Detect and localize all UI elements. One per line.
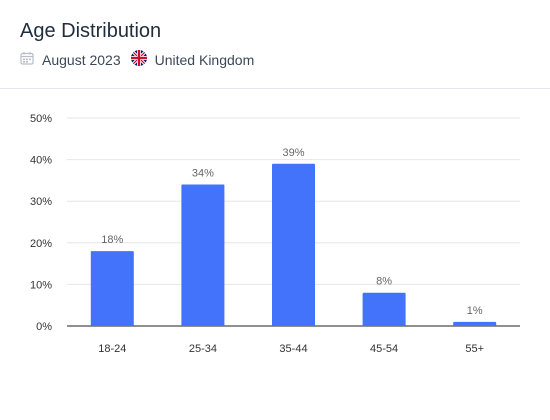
uk-flag-icon [130, 50, 147, 69]
y-tick-label: 50% [30, 113, 52, 125]
date-label: August 2023 [42, 51, 121, 68]
bar-25-34[interactable] [181, 184, 225, 326]
calendar-icon [20, 51, 34, 68]
x-tick-label: 35-44 [279, 343, 307, 355]
x-tick-label: 55+ [465, 343, 484, 355]
header-divider [0, 88, 550, 89]
bar-45-54[interactable] [362, 292, 406, 326]
country-label: United Kingdom [154, 51, 255, 68]
chart-meta: August 2023 United Kingdom [20, 50, 254, 69]
data-label: 39% [282, 147, 304, 159]
bar-35-44[interactable] [272, 163, 315, 326]
bar-chart: 0% 10% 20% 30% 40% 50% 18% 18-24 34% 25-34 39% 35-4… [30, 113, 520, 355]
y-tick-label: 40% [30, 155, 52, 167]
bar-55+[interactable] [453, 321, 497, 326]
data-label: 34% [192, 168, 214, 180]
y-tick-label: 10% [30, 279, 52, 291]
page-title: Age Distribution [20, 20, 162, 42]
x-tick-label: 25-34 [189, 343, 217, 355]
data-label: 1% [467, 305, 483, 317]
y-tick-label: 0% [36, 321, 52, 333]
x-tick-label: 45-54 [370, 343, 398, 355]
y-tick-label: 20% [30, 238, 52, 250]
x-tick-label: 18-24 [98, 343, 126, 355]
y-tick-label: 30% [30, 196, 52, 208]
data-label: 18% [101, 234, 123, 246]
data-label: 8% [376, 276, 392, 288]
bar-18-24[interactable] [90, 251, 134, 326]
